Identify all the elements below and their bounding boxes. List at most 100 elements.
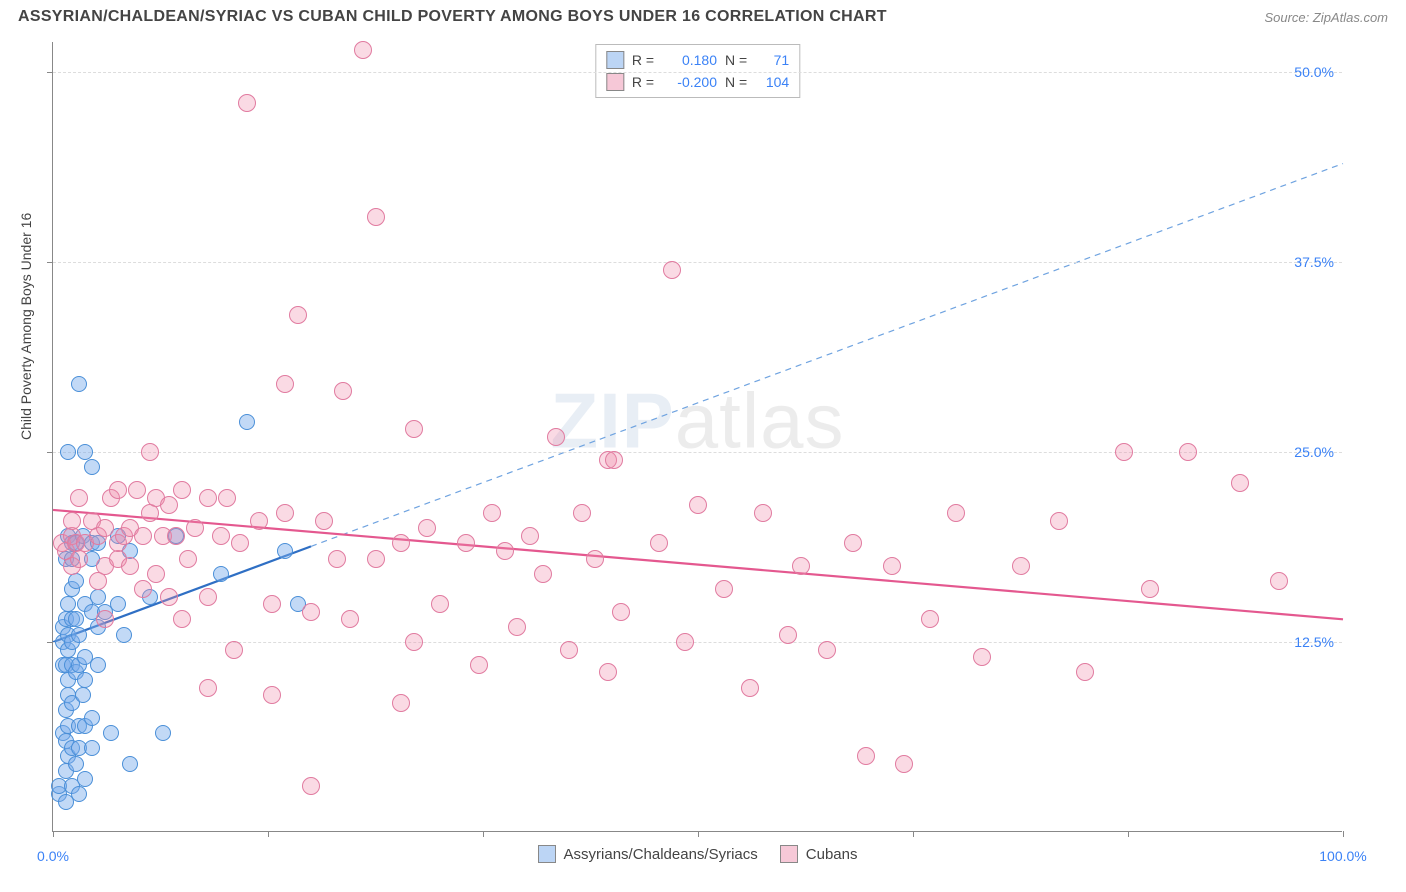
swatch-series-2 [780,845,798,863]
scatter-point [71,627,87,643]
scatter-point [68,756,84,772]
legend-label-1: Assyrians/Chaldeans/Syriacs [564,846,758,863]
r-value-1: 0.180 [662,49,717,71]
scatter-point [689,496,707,514]
scatter-point [392,534,410,552]
scatter-point [883,557,901,575]
scatter-point [1141,580,1159,598]
scatter-point [116,627,132,643]
scatter-point [141,443,159,461]
scatter-point [75,687,91,703]
scatter-point [84,710,100,726]
scatter-point [483,504,501,522]
y-tick-mark [47,452,53,453]
scatter-point [715,580,733,598]
scatter-point [60,596,76,612]
legend-label-2: Cubans [806,846,858,863]
scatter-point [534,565,552,583]
scatter-point [508,618,526,636]
scatter-point [947,504,965,522]
scatter-point [650,534,668,552]
y-tick-label: 37.5% [1294,254,1334,270]
scatter-point [84,740,100,756]
scatter-point [128,481,146,499]
scatter-point [1076,663,1094,681]
scatter-point [225,641,243,659]
scatter-point [212,527,230,545]
scatter-point [160,588,178,606]
scatter-point [121,557,139,575]
scatter-point [470,656,488,674]
x-tick-mark [913,831,914,837]
y-tick-mark [47,72,53,73]
swatch-series-2 [606,73,624,91]
x-tick-mark [483,831,484,837]
scatter-point [818,641,836,659]
scatter-point [586,550,604,568]
n-value-2: 104 [755,71,789,93]
stats-row: R = 0.180 N = 71 [606,49,789,71]
scatter-point [289,306,307,324]
scatter-point [134,580,152,598]
watermark-light: atlas [675,376,845,464]
scatter-point [122,756,138,772]
n-label: N = [725,71,747,93]
scatter-point [367,550,385,568]
legend-item: Assyrians/Chaldeans/Syriacs [538,845,758,863]
r-value-2: -0.200 [662,71,717,93]
scatter-point [77,444,93,460]
gridline-horizontal [53,262,1342,263]
scatter-point [599,663,617,681]
scatter-point [354,41,372,59]
scatter-point [741,679,759,697]
scatter-point [160,496,178,514]
scatter-point [1050,512,1068,530]
y-tick-label: 50.0% [1294,64,1334,80]
x-tick-mark [698,831,699,837]
scatter-point [199,588,217,606]
scatter-point [844,534,862,552]
scatter-point [895,755,913,773]
y-tick-mark [47,262,53,263]
scatter-point [90,589,106,605]
scatter-point [103,725,119,741]
scatter-point [263,595,281,613]
scatter-point [560,641,578,659]
scatter-point [110,596,126,612]
scatter-point [199,489,217,507]
scatter-point [496,542,514,560]
scatter-point [612,603,630,621]
scatter-point [392,694,410,712]
scatter-point [405,633,423,651]
stats-row: R = -0.200 N = 104 [606,71,789,93]
x-tick-label: 100.0% [1319,848,1366,864]
scatter-point [276,375,294,393]
chart-title: ASSYRIAN/CHALDEAN/SYRIAC VS CUBAN CHILD … [18,8,887,26]
scatter-point [921,610,939,628]
scatter-point [263,686,281,704]
scatter-point [431,595,449,613]
scatter-point [173,481,191,499]
y-tick-label: 25.0% [1294,444,1334,460]
source-attribution: Source: ZipAtlas.com [1264,10,1388,25]
x-tick-mark [268,831,269,837]
scatter-point [302,777,320,795]
scatter-point [857,747,875,765]
scatter-point [1012,557,1030,575]
r-label: R = [632,71,654,93]
scatter-point [70,489,88,507]
scatter-point [77,771,93,787]
scatter-point [63,512,81,530]
x-tick-mark [1343,831,1344,837]
scatter-point [68,611,84,627]
r-label: R = [632,49,654,71]
series-legend: Assyrians/Chaldeans/Syriacs Cubans [53,845,1342,863]
scatter-point [109,481,127,499]
scatter-point [663,261,681,279]
gridline-horizontal [53,452,1342,453]
scatter-point [547,428,565,446]
scatter-point [1115,443,1133,461]
scatter-point [77,672,93,688]
y-tick-mark [47,642,53,643]
scatter-point [302,603,320,621]
